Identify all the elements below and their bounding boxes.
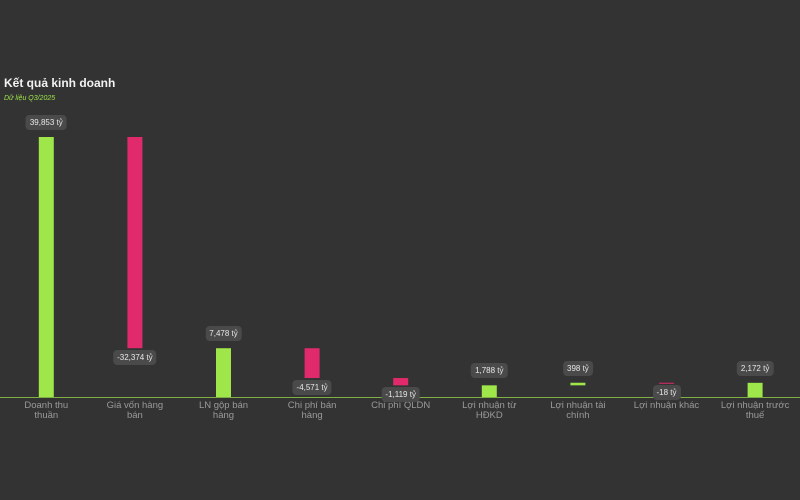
x-tick-label: Doanh thu thuần [24,400,69,421]
value-label: -1,119 tỷ [381,387,420,403]
x-tick-label: Giá vốn hàng bán [106,400,164,421]
bar [304,348,320,379]
bar [393,378,409,386]
value-label: 2,172 tỷ [736,360,774,376]
chart-subtitle: Dữ liệu Q3/2025 [4,95,56,102]
value-label: -18 tỷ [652,384,681,400]
bar [127,137,143,349]
x-tick-label: Chi phí QLDN [371,400,431,411]
x-tick-label: LN gộp bán hàng [198,400,249,421]
x-tick-label: Lợi nhuận trước thuế [720,400,790,421]
x-tick-label: Lợi nhuận khác [633,400,700,411]
value-label: 1,788 tỷ [471,363,508,379]
bar [216,348,231,397]
x-tick-label: Chi phí bán hàng [287,400,337,421]
x-tick-label: Lợi nhuận tài chính [550,400,606,421]
value-label: 7,478 tỷ [205,326,242,342]
bar [38,137,54,397]
value-label: -32,374 tỷ [113,350,157,366]
x-tick-label: Lợi nhuận từ HĐKD [462,400,517,421]
bar [747,382,763,397]
chart-title: Kết quả kinh doanh [4,76,116,90]
value-label: 398 tỷ [562,360,593,376]
bar [570,382,586,386]
bar [481,385,497,397]
value-label: -4,571 tỷ [292,380,332,396]
bar [659,382,674,384]
value-label: 39,853 tỷ [25,115,67,130]
